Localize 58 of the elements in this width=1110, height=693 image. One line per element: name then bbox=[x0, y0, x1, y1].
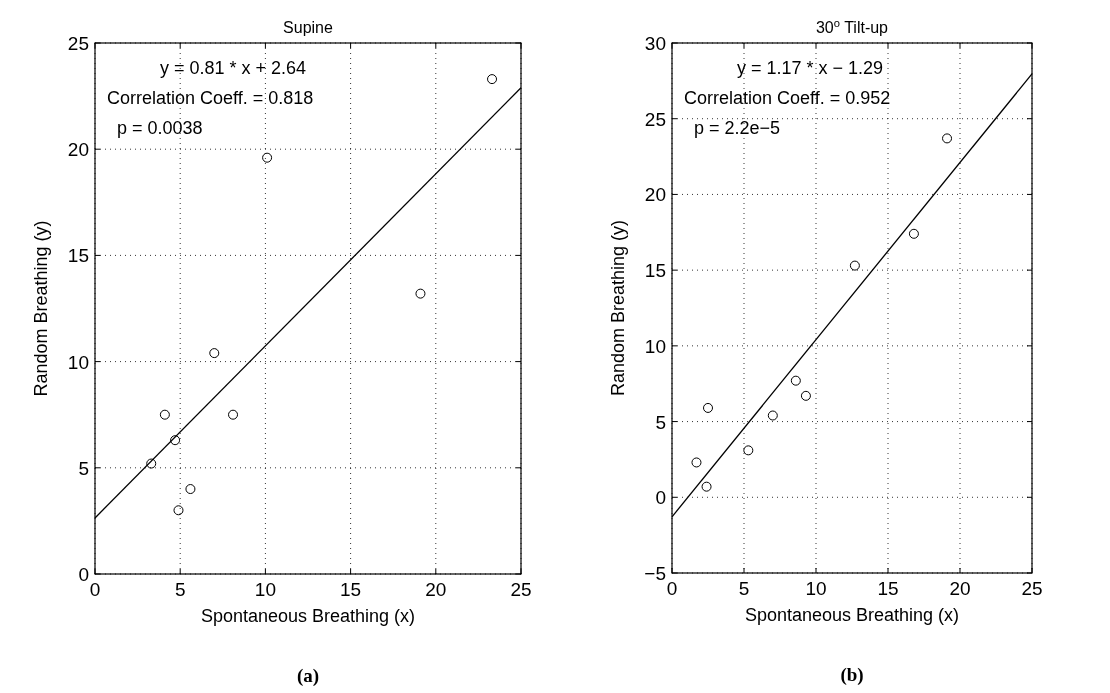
y-tick-label: 0 bbox=[78, 564, 89, 585]
text: (b) bbox=[840, 664, 864, 686]
y-tick-label: 10 bbox=[67, 351, 89, 373]
x-tick-label: 20 bbox=[949, 578, 971, 599]
text: (a) bbox=[296, 665, 320, 687]
y-tick-label: 20 bbox=[67, 139, 89, 161]
annotation: Correlation Coeff. = 0.952 bbox=[684, 88, 891, 108]
y-axis-title: Random Breathing (y) bbox=[31, 220, 51, 397]
annotation: p = 2.2e−5 bbox=[694, 118, 781, 138]
point bbox=[228, 409, 239, 420]
point bbox=[701, 481, 712, 492]
point bbox=[185, 484, 196, 495]
annotation: y = 0.81 * x + 2.64 bbox=[160, 58, 307, 78]
annotation: y = 1.17 * x − 1.29 bbox=[737, 58, 884, 78]
y-tick-label: 10 bbox=[644, 335, 666, 357]
point bbox=[487, 74, 498, 85]
point bbox=[743, 445, 754, 456]
x-tick-label: 25 bbox=[510, 579, 532, 600]
y-axis-title: Random Breathing (y) bbox=[608, 219, 628, 397]
annotation: Correlation Coeff. = 0.818 bbox=[107, 88, 314, 108]
y-tick-label: −5 bbox=[644, 563, 666, 584]
x-tick-label: 20 bbox=[425, 579, 447, 600]
x-tick-label: 10 bbox=[254, 579, 276, 600]
point bbox=[849, 260, 860, 271]
x-tick-label: 5 bbox=[174, 579, 186, 600]
point bbox=[790, 375, 801, 386]
point bbox=[691, 457, 702, 468]
x-tick-label: 15 bbox=[877, 578, 899, 599]
x-axis-title: Spontaneous Breathing (x) bbox=[744, 605, 960, 625]
x-tick-label: 10 bbox=[805, 578, 827, 599]
y-tick-label: 0 bbox=[655, 487, 666, 509]
y-tick-label: 5 bbox=[655, 411, 666, 433]
point bbox=[767, 410, 778, 421]
annotation: p = 0.0038 bbox=[117, 118, 203, 138]
x-tick-label: 25 bbox=[1021, 578, 1043, 599]
point bbox=[703, 402, 713, 413]
point bbox=[170, 435, 181, 446]
point bbox=[415, 288, 426, 299]
point bbox=[159, 409, 170, 420]
y-tick-label: 5 bbox=[78, 457, 89, 479]
x-tick-label: 5 bbox=[738, 578, 750, 599]
y-tick-label: 20 bbox=[644, 184, 666, 206]
y-tick-label: 15 bbox=[67, 245, 89, 267]
x-axis-title: Spontaneous Breathing (x) bbox=[200, 606, 416, 626]
x-tick-label: 15 bbox=[340, 579, 362, 600]
y-tick-label: 25 bbox=[67, 33, 89, 54]
point bbox=[209, 348, 220, 359]
point bbox=[173, 505, 184, 516]
chart-title: Supine bbox=[283, 19, 334, 36]
point bbox=[800, 390, 811, 401]
point bbox=[908, 228, 919, 239]
point bbox=[942, 133, 953, 144]
y-tick-label: 30 bbox=[644, 33, 666, 54]
point bbox=[262, 152, 273, 163]
chart-title: 30$^{o}$ Tilt-up bbox=[815, 17, 889, 36]
point bbox=[146, 458, 157, 469]
y-tick-label: 15 bbox=[644, 260, 666, 282]
y-tick-label: 25 bbox=[644, 108, 666, 130]
